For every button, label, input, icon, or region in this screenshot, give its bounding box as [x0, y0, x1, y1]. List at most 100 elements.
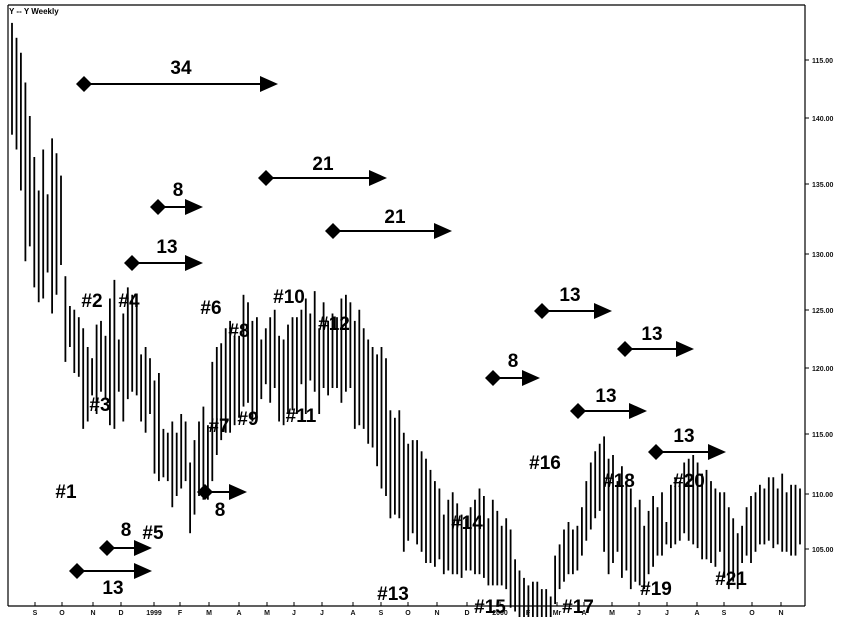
x-tick-label: A [236, 610, 241, 617]
pivot-label: #7 [208, 416, 229, 437]
cycle-start-diamond [69, 563, 85, 579]
pivot-label: #20 [673, 471, 705, 492]
x-tick-label: M [206, 610, 212, 617]
cycle-length-label: 13 [673, 426, 694, 447]
x-tick-label: J [292, 610, 296, 617]
y-tick-label: 130.00 [812, 252, 834, 259]
cycle-arrow-head [676, 341, 694, 357]
x-tick-label: F [526, 610, 531, 617]
pivot-label: #8 [228, 321, 249, 342]
y-tick-label: 115.00 [812, 432, 833, 439]
x-tick-label: O [749, 610, 755, 617]
cycle-length-label: 13 [559, 285, 580, 306]
pivot-label: #11 [286, 406, 317, 427]
x-tick-label: J [637, 610, 641, 617]
x-tick-label: S [379, 610, 384, 617]
cycle-arrow-head [260, 76, 278, 92]
cycle-arrow-head [629, 403, 647, 419]
pivot-label: #2 [81, 291, 102, 312]
cycle-arrow-head [134, 540, 152, 556]
x-tick-label: 2000 [492, 610, 508, 617]
chart-title: Y -- Y Weekly [9, 7, 59, 16]
y-tick-label: 110.00 [812, 492, 833, 499]
y-tick-label: 115.00 [812, 58, 833, 65]
x-tick-label: A [581, 610, 586, 617]
pivot-label: #18 [603, 471, 635, 492]
cycle-length-label: 13 [595, 386, 616, 407]
pivot-label: #5 [142, 523, 164, 544]
cycle-length-label: 8 [173, 180, 184, 201]
pivot-label: #9 [237, 409, 258, 430]
x-tick-label: J [320, 610, 324, 617]
x-tick-label: 1999 [146, 610, 162, 617]
x-tick-label: N [434, 610, 439, 617]
pivot-annotations: #1 #2 #3 #4 #5 #6 #7 #8 #9 #10 #11 #12 #13 #14 #15 #16 #… [55, 287, 747, 617]
cycle-arrow-head [229, 484, 247, 500]
x-tick-label: D [118, 610, 123, 617]
cycle-length-label: 8 [121, 520, 132, 541]
cycle-length-label: 8 [215, 500, 226, 521]
y-tick-label: 120.00 [812, 366, 834, 373]
x-tick-label: D [464, 610, 469, 617]
cycle-arrow-head [134, 563, 152, 579]
x-tick-label: N [778, 610, 783, 617]
cycle-arrow-head [708, 444, 726, 460]
cycle-start-diamond [124, 255, 140, 271]
cycle-start-diamond [76, 76, 92, 92]
y-tick-label: 135.00 [812, 182, 834, 189]
cycle-length-label: 13 [641, 324, 662, 345]
x-tick-label: A [694, 610, 699, 617]
cycle-start-diamond [617, 341, 633, 357]
cycle-length-label: 34 [170, 58, 192, 79]
x-tick-label: F [178, 610, 183, 617]
cycle-length-label: 8 [508, 351, 519, 372]
x-tick-label: S [722, 610, 727, 617]
x-tick-label: N [90, 610, 95, 617]
x-tick-label: M [609, 610, 615, 617]
cycle-start-diamond [150, 199, 166, 215]
cycle-arrow-head [185, 255, 203, 271]
cycle-start-diamond [648, 444, 664, 460]
cycle-arrow-head [185, 199, 203, 215]
pivot-label: #13 [377, 584, 409, 605]
cycle-arrow-head [434, 223, 452, 239]
cycle-start-diamond [99, 540, 115, 556]
pivot-label: #19 [640, 579, 672, 600]
cycle-length-label: 21 [384, 207, 406, 228]
x-tick-label: M [264, 610, 270, 617]
pivot-label: #6 [200, 298, 221, 319]
cycle-arrow-head [594, 303, 612, 319]
x-tick-label: A [350, 610, 355, 617]
cycle-length-label: 21 [312, 154, 334, 175]
cycle-start-diamond [534, 303, 550, 319]
pivot-label: #15 [474, 597, 506, 617]
pivot-label: #1 [55, 482, 77, 503]
pivot-label: #3 [89, 395, 110, 416]
x-tick-label: Mr [553, 610, 562, 617]
pivot-label: #21 [715, 569, 747, 590]
cycle-arrows: 34 21 21 8 13 13 13 13 13 8 8 8 13 [69, 58, 726, 599]
y-axis-ticks: 115.00 140.00 135.00 130.00 125.00 120.00 115.… [805, 58, 834, 554]
x-tick-label: S [33, 610, 38, 617]
cycle-start-diamond [325, 223, 341, 239]
pivot-label: #14 [451, 513, 483, 534]
cycle-arrow-head [522, 370, 540, 386]
cycle-length-label: 13 [156, 237, 177, 258]
y-tick-label: 140.00 [812, 116, 834, 123]
x-tick-label: O [405, 610, 411, 617]
price-bars [11, 22, 801, 617]
y-tick-label: 125.00 [812, 308, 834, 315]
x-tick-label: O [59, 610, 65, 617]
cycle-start-diamond [258, 170, 274, 186]
y-tick-label: 105.00 [812, 547, 834, 554]
pivot-label: #10 [273, 287, 305, 308]
cycle-start-diamond [485, 370, 501, 386]
x-tick-label: J [665, 610, 669, 617]
x-axis-ticks: S O N D 1999 F M A M J J A S O N D 2000 F Mr A M J J A S O N [33, 602, 784, 617]
cycle-start-diamond [197, 484, 213, 500]
cycle-length-label: 13 [102, 578, 123, 599]
pivot-label: #17 [562, 597, 594, 617]
pivot-label: #12 [318, 314, 350, 335]
cycle-arrow-head [369, 170, 387, 186]
